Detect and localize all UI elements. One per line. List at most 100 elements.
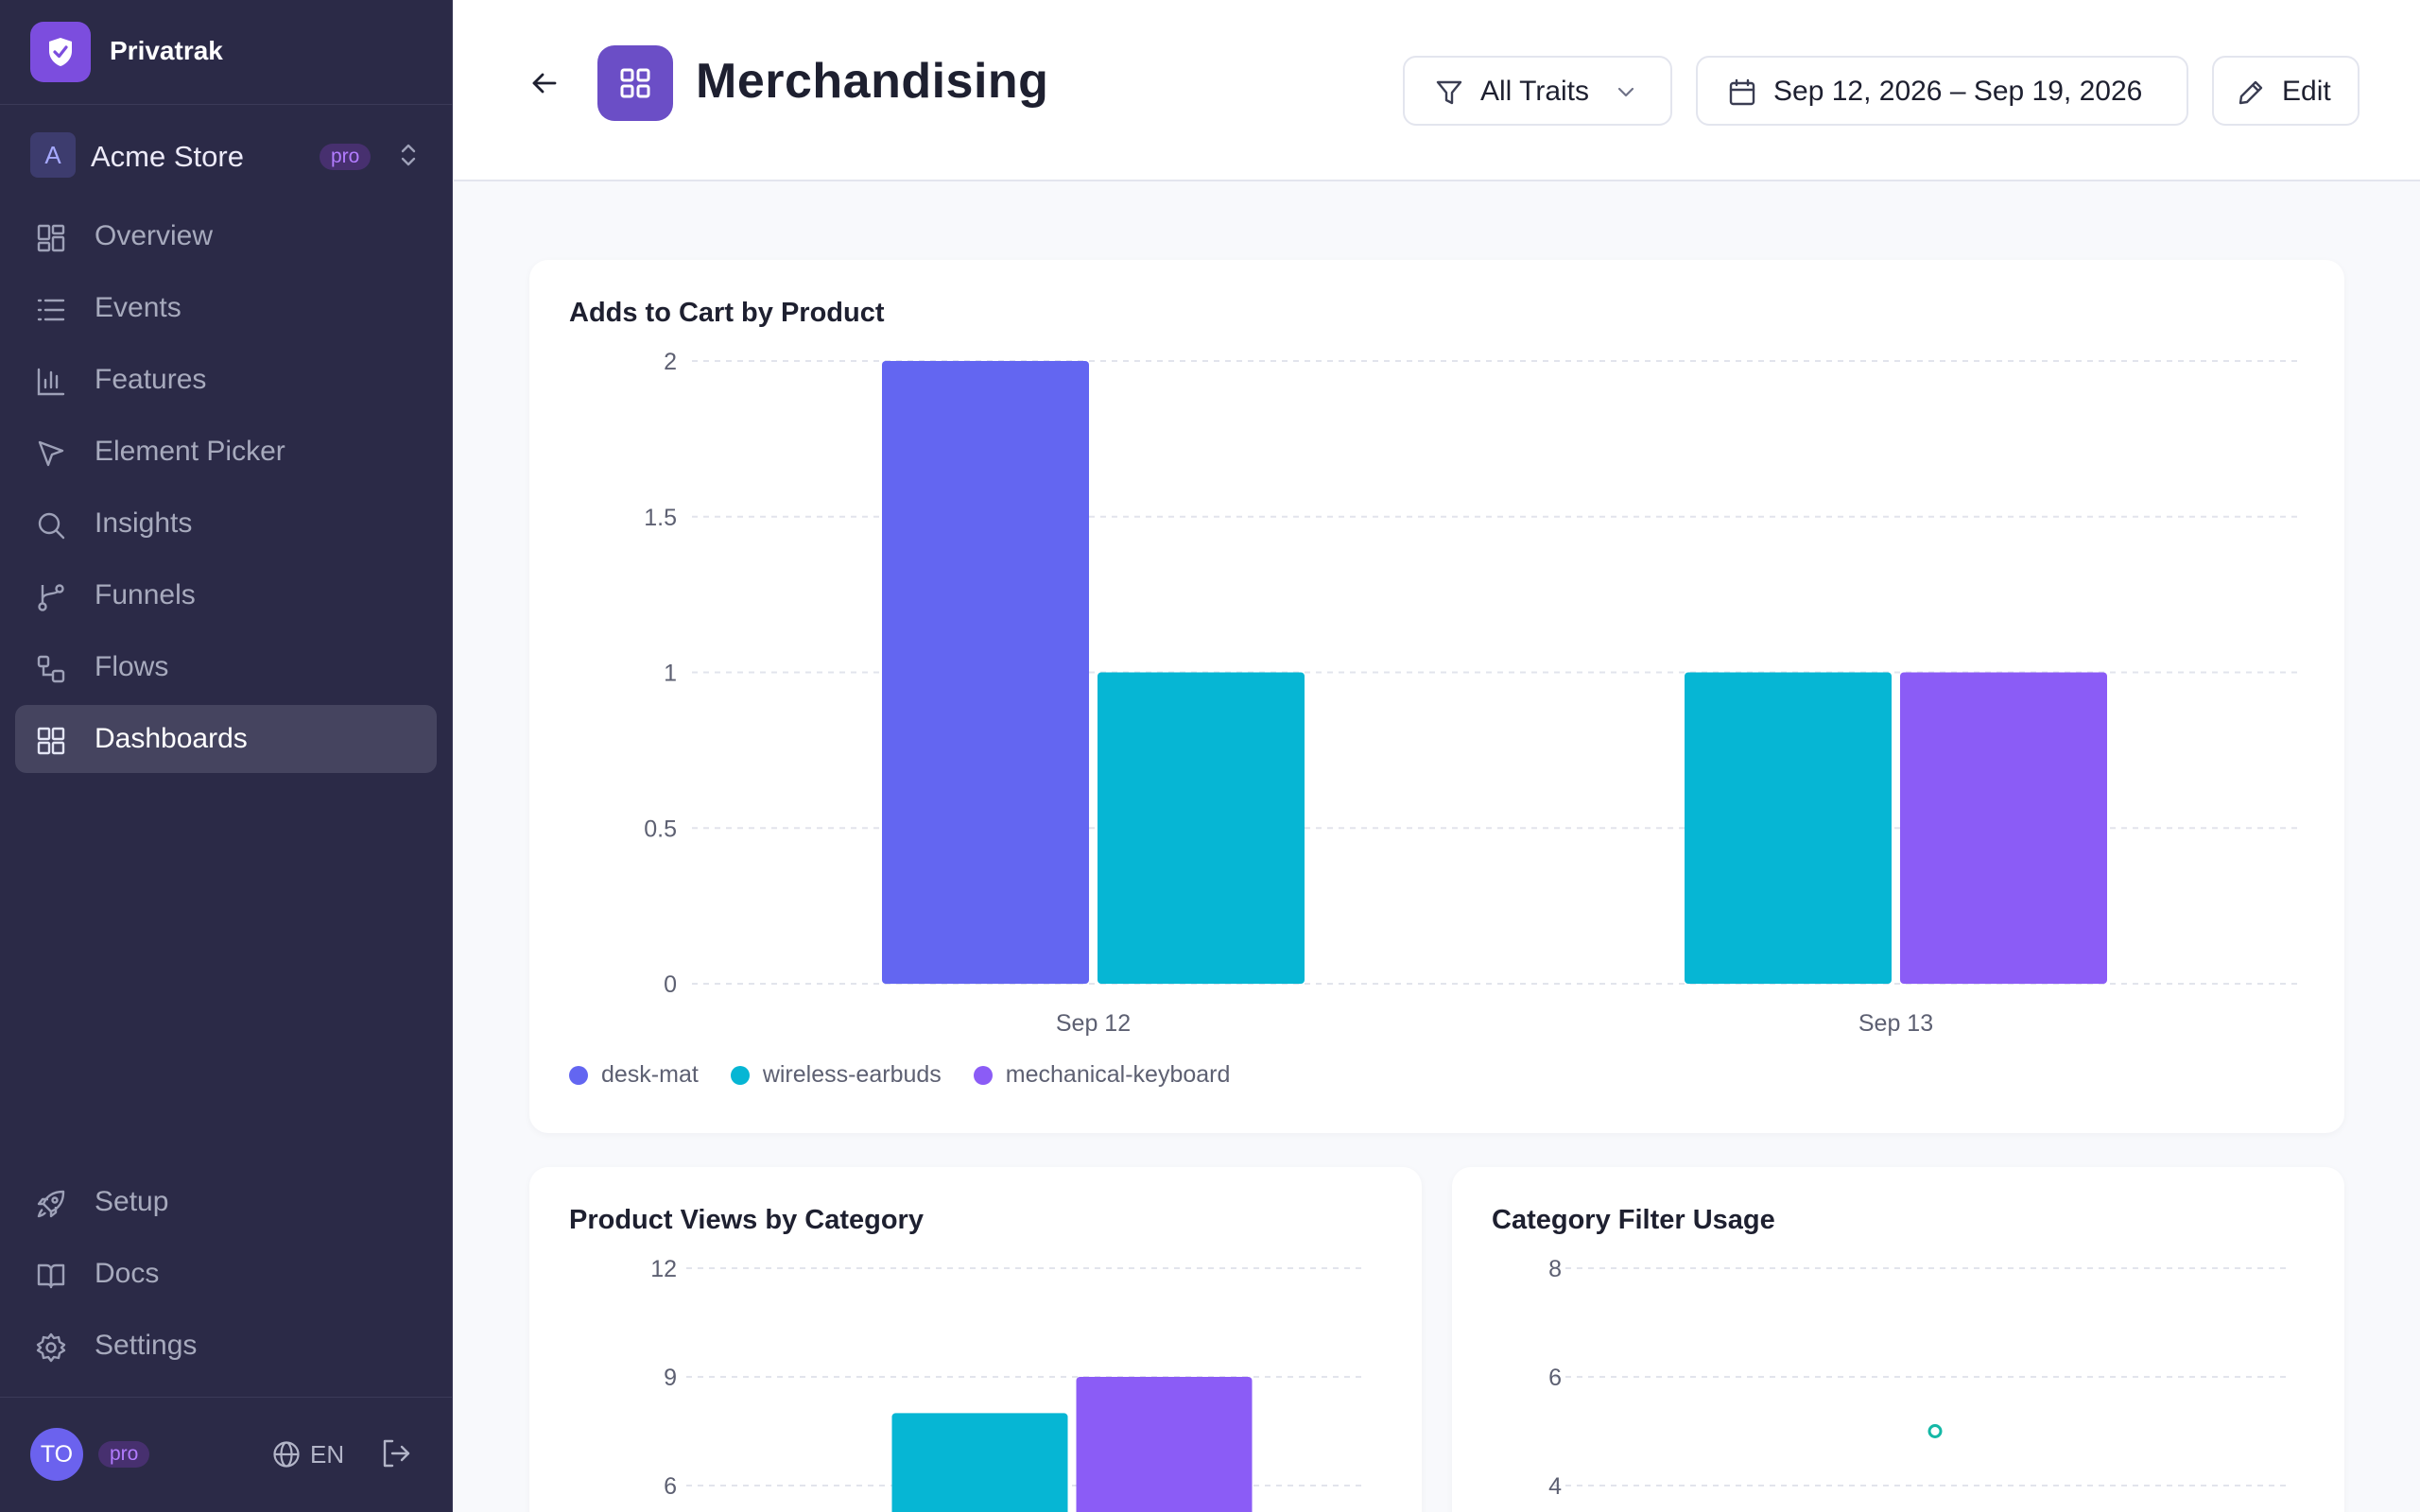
sidebar-item-label: Dashboards	[95, 723, 248, 754]
shield-logo-icon	[30, 22, 91, 82]
app-name: Privatrak	[110, 36, 223, 65]
rocket-icon	[37, 1190, 65, 1218]
bar-wireless-earbuds	[1685, 672, 1892, 984]
chart-title: Product Views by Category	[569, 1205, 924, 1235]
sidebar-item-label: Docs	[95, 1258, 160, 1289]
bar-mechanical-keyboard	[1076, 1377, 1253, 1512]
branch-icon	[38, 584, 64, 611]
legend-item-wireless-earbuds[interactable]: wireless-earbuds	[730, 1061, 942, 1089]
legend-label: desk-mat	[601, 1061, 699, 1088]
cursor-icon	[38, 440, 64, 467]
sidebar-item-flows[interactable]: Flows	[15, 633, 437, 701]
traits-filter-dropdown[interactable]: All Traits	[1403, 56, 1672, 126]
chart-legend: desk-mat wireless-earbuds mechanical-key…	[569, 1061, 1230, 1089]
sidebar-item-label: Settings	[95, 1330, 198, 1361]
legend-label: wireless-earbuds	[762, 1061, 942, 1088]
bar-mechanical-keyboard	[1900, 672, 2107, 984]
date-range-label: Sep 12, 2026 – Sep 19, 2026	[1773, 76, 2143, 107]
chart-title: Adds to Cart by Product	[569, 298, 885, 328]
y-tick-label: 8	[1548, 1256, 1562, 1282]
sidebar-bottom-nav: Setup Docs Settings	[15, 1168, 437, 1383]
user-plan-badge: pro	[98, 1441, 150, 1468]
legend-swatch	[973, 1065, 993, 1085]
y-tick-label: 9	[664, 1365, 677, 1391]
flow-icon	[37, 655, 65, 683]
sidebar-item-label: Flows	[95, 651, 169, 682]
calendar-icon	[1729, 78, 1755, 106]
sidebar-item-overview[interactable]: Overview	[15, 202, 437, 270]
chevron-down-icon	[1617, 87, 1634, 97]
bar-desk-mat	[882, 361, 1089, 984]
workspace-name: Acme Store	[91, 140, 244, 173]
legend-item-desk-mat[interactable]: desk-mat	[569, 1061, 699, 1089]
sidebar-item-features[interactable]: Features	[15, 346, 437, 414]
sidebar-item-label: Events	[95, 292, 182, 323]
sidebar-item-element-picker[interactable]: Element Picker	[15, 418, 437, 486]
x-tick-label: Sep 12	[1056, 1010, 1131, 1037]
traits-filter-label: All Traits	[1480, 76, 1590, 107]
dashboard-page-icon	[597, 45, 673, 121]
list-icon	[37, 299, 65, 321]
grid-icon	[37, 224, 65, 252]
sidebar: Privatrak A Acme Store pro Overview Even…	[0, 0, 453, 1512]
workspace-switcher[interactable]: A Acme Store pro	[30, 130, 427, 178]
book-icon	[37, 1263, 65, 1289]
date-range-picker[interactable]: Sep 12, 2026 – Sep 19, 2026	[1696, 56, 2188, 126]
back-arrow-icon[interactable]	[527, 66, 562, 100]
page-title: Merchandising	[696, 54, 1049, 109]
bar-chart-icon	[37, 368, 65, 396]
y-tick-label: 0.5	[644, 816, 677, 842]
legend-item-mechanical-keyboard[interactable]: mechanical-keyboard	[973, 1061, 1230, 1089]
language-switcher[interactable]: EN	[272, 1437, 344, 1471]
sidebar-item-label: Setup	[95, 1186, 169, 1217]
x-tick-label: Sep 13	[1858, 1010, 1933, 1037]
language-label: EN	[310, 1439, 345, 1469]
brand-header[interactable]: Privatrak	[0, 0, 453, 105]
gear-icon	[36, 1332, 66, 1363]
sidebar-item-docs[interactable]: Docs	[15, 1240, 437, 1308]
sidebar-item-dashboards[interactable]: Dashboards	[15, 705, 437, 773]
adds-to-cart-card: Adds to Cart by Product 0 0.5 1 1.5 2 Sep 12 S…	[529, 260, 2344, 1133]
y-tick-label: 6	[664, 1473, 677, 1500]
chevron-up-down-icon[interactable]	[397, 140, 420, 170]
y-tick-label: 12	[650, 1256, 677, 1282]
logout-icon[interactable]	[380, 1437, 412, 1469]
workspace-avatar: A	[30, 132, 76, 178]
legend-swatch	[569, 1065, 588, 1085]
y-tick-label: 0	[664, 971, 677, 998]
sidebar-item-label: Insights	[95, 507, 193, 539]
sidebar-item-insights[interactable]: Insights	[15, 490, 437, 558]
category-filter-card: Category Filter Usage 8 6 4	[1452, 1167, 2344, 1512]
workspace-plan-badge: pro	[320, 144, 372, 170]
y-tick-label: 4	[1548, 1473, 1562, 1500]
edit-label: Edit	[2282, 76, 2331, 107]
sidebar-item-events[interactable]: Events	[15, 274, 437, 342]
page-header: Merchandising All Traits Sep 12, 2026 – …	[454, 0, 2420, 181]
adds-to-cart-chart: 0 0.5 1 1.5 2 Sep 12 Sep 13	[644, 349, 2297, 1037]
data-point	[1927, 1424, 1943, 1438]
pencil-icon	[2238, 80, 2263, 105]
product-views-card: Product Views by Category 12 9 6	[529, 1167, 1422, 1512]
user-bar: TO pro EN	[0, 1397, 453, 1512]
sidebar-item-settings[interactable]: Settings	[15, 1312, 437, 1380]
product-views-chart: 12 9 6	[650, 1256, 1367, 1512]
bar-wireless-earbuds	[1098, 672, 1305, 984]
globe-icon	[273, 1441, 300, 1468]
category-filter-chart: 8 6 4	[1548, 1256, 2291, 1500]
sidebar-item-label: Overview	[95, 220, 214, 251]
bar-wireless-earbuds	[891, 1413, 1068, 1512]
dashboard-icon	[37, 727, 65, 755]
sidebar-item-label: Funnels	[95, 579, 196, 610]
legend-swatch	[730, 1065, 750, 1085]
sidebar-item-funnels[interactable]: Funnels	[15, 561, 437, 629]
edit-button[interactable]: Edit	[2212, 56, 2360, 126]
search-icon	[38, 512, 65, 540]
avatar[interactable]: TO	[30, 1428, 83, 1481]
y-tick-label: 2	[664, 349, 677, 375]
sidebar-nav: Overview Events Features Element Picker …	[15, 202, 437, 777]
y-tick-label: 6	[1548, 1365, 1562, 1391]
filter-icon	[1436, 80, 1462, 105]
y-tick-label: 1.5	[644, 505, 677, 531]
sidebar-item-setup[interactable]: Setup	[15, 1168, 437, 1236]
chart-title: Category Filter Usage	[1492, 1205, 1775, 1235]
